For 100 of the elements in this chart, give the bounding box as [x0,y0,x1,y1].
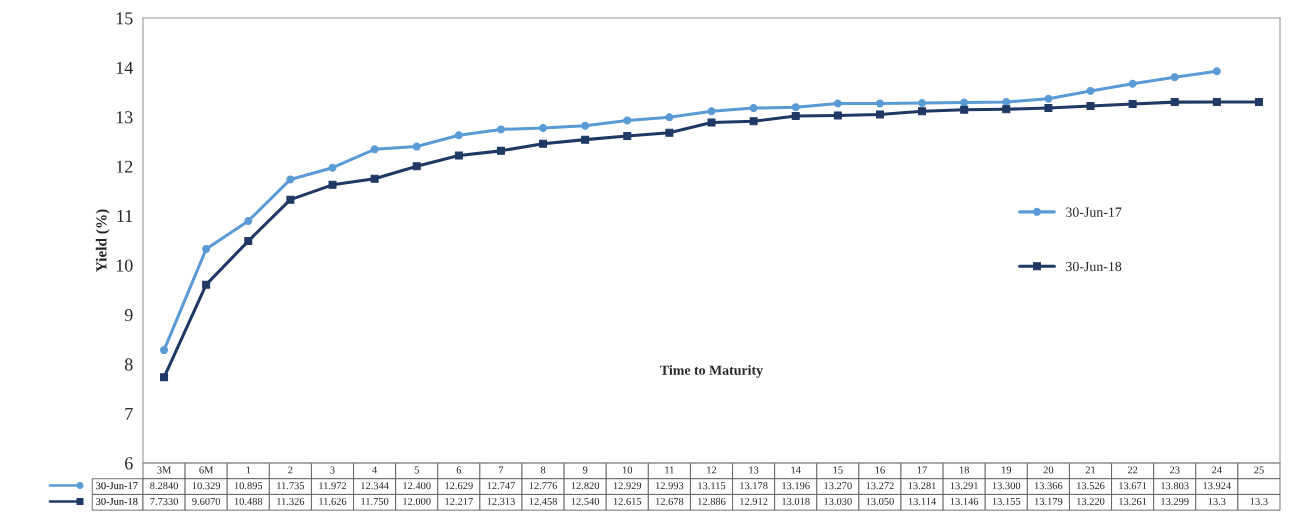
legend-label: 30-Jun-18 [1066,261,1122,272]
point [496,125,505,134]
data-label: 12.629 [445,482,473,490]
data-label: 7.7330 [150,497,178,505]
data-label: 12.776 [529,482,558,490]
point [623,131,632,140]
data-label: 13.115 [698,482,726,490]
point [1128,99,1137,108]
x-axis-title: Time to Maturity [660,365,763,378]
point [918,107,927,116]
point [1128,79,1137,88]
point [286,175,295,184]
x-tick-label: 4 [372,466,378,474]
y-tick-label: 10 [116,259,133,272]
data-label: 12.313 [487,497,515,505]
data-label: 12.217 [445,497,473,505]
x-tick-label: 2 [288,466,293,474]
data-label: 10.329 [192,482,221,490]
point [496,146,505,155]
point [1212,67,1221,76]
x-tick-label: 3 [330,466,335,474]
data-label: 8.2840 [150,482,178,490]
data-label: 11.750 [361,497,389,505]
point [707,107,716,116]
data-label: 13.114 [908,497,937,505]
data-label: 11.735 [277,482,305,490]
data-label: 13.671 [1119,482,1147,490]
x-tick-label: 3M [157,466,171,474]
data-label: 13.018 [782,497,810,505]
x-tick-label: 22 [1127,466,1138,474]
data-label: 12.929 [613,482,642,490]
data-label: 13.291 [950,482,978,490]
data-label: 13.526 [1077,482,1105,490]
data-label: 10.895 [234,482,263,490]
y-tick-label: 15 [116,12,133,25]
data-label: 11.972 [319,482,347,490]
data-label: 13.272 [866,482,894,490]
x-tick-label: 11 [665,466,674,474]
point [791,103,800,112]
x-tick-label: 6M [199,466,214,474]
point [1212,98,1221,107]
point [1002,98,1011,107]
point [370,145,379,154]
x-tick-label: 8 [540,466,546,474]
x-tick-label: 13 [749,466,759,474]
x-tick-label: 12 [707,466,717,474]
y-tick-label: 14 [116,61,133,74]
point [1086,86,1095,95]
point [1170,98,1179,107]
data-label: 13.924 [1203,482,1231,490]
x-tick-label: 7 [499,466,504,474]
x-tick-label: 23 [1169,466,1180,474]
data-label: 13.803 [1161,482,1189,490]
x-tick-label: 1 [246,466,251,474]
y-tick-label: 8 [124,358,133,371]
data-label: 13.3 [1250,497,1268,505]
data-label: 13.300 [992,482,1021,490]
x-tick-label: 15 [833,466,843,474]
x-tick-label: 24 [1212,466,1222,474]
x-tick-label: 20 [1043,466,1054,474]
point [960,105,969,114]
point [581,121,590,130]
data-label: 13.3 [1208,497,1226,505]
data-label: 13.261 [1119,497,1147,505]
y-tick-label: 11 [117,210,133,223]
text: 30-Jun-17 [96,482,138,490]
data-label: 12.400 [403,482,431,490]
point [160,346,169,355]
x-tick-label: 18 [959,466,969,474]
data-label: 13.366 [1034,482,1063,490]
data-label: 12.912 [740,497,768,505]
point [202,244,211,253]
data-label: 12.000 [403,497,431,505]
x-tick-label: 10 [622,466,633,474]
y-tick-label: 7 [125,408,133,420]
x-tick-label: 14 [791,466,801,474]
x-tick-label: 17 [917,466,927,474]
data-label: 12.886 [698,497,726,505]
point [454,151,463,160]
x-tick-label: 25 [1254,466,1264,474]
x-tick-label: 19 [1001,466,1012,474]
data-label: 13.050 [866,497,894,505]
data-label: 12.540 [571,497,600,505]
point [918,99,927,107]
y-axis-title: Yield (%) [95,209,110,272]
legend-label: 30-Jun-17 [1066,207,1122,217]
data-label: 11.626 [319,497,347,505]
point [1044,94,1053,103]
x-tick-label: 5 [414,466,419,474]
data-label: 13.146 [950,497,979,505]
y-tick-label: 13 [116,111,133,124]
data-label: 12.678 [655,497,684,505]
point [749,117,758,126]
data-label: 12.993 [655,482,684,490]
point [412,142,421,151]
y-tick-label: 9 [124,308,133,322]
x-tick-label: 9 [582,466,588,474]
point [833,99,842,108]
data-label: 12.820 [571,482,600,490]
text: 30-Jun-18 [96,497,138,505]
